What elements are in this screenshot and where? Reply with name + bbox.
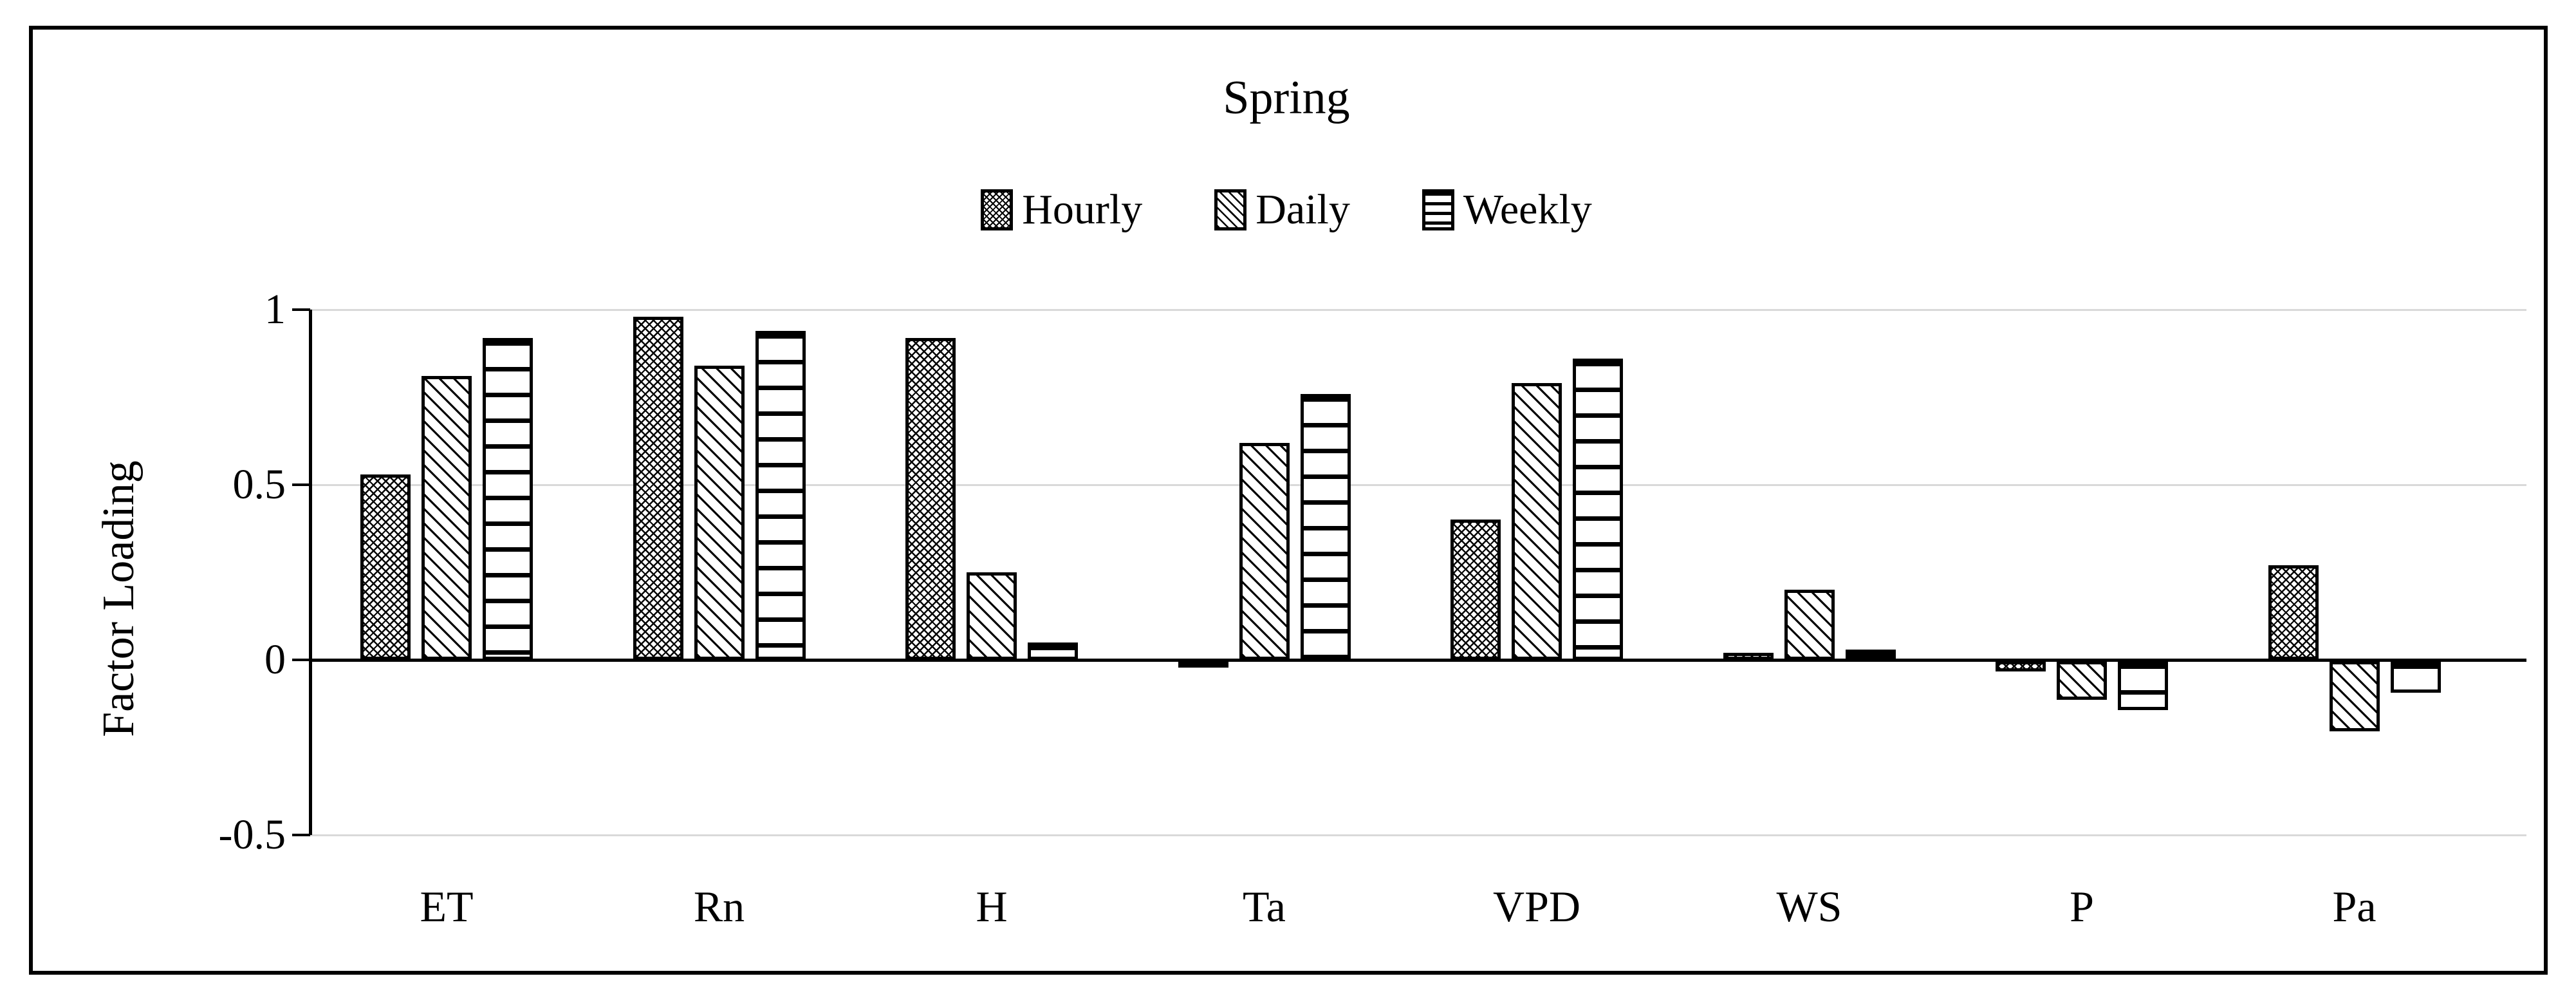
legend-swatch-horizontal-icon (1422, 189, 1454, 230)
bar-daily-ws (1784, 590, 1835, 660)
bar-weekly-h (1028, 642, 1078, 660)
legend-swatch-crosshatch-icon (981, 189, 1014, 230)
legend-label: Weekly (1463, 186, 1592, 233)
legend-item-daily: Daily (1214, 185, 1350, 234)
bar-daily-pa (2329, 661, 2380, 731)
x-category-label: Ta (1243, 882, 1286, 931)
gridline (310, 309, 2526, 311)
bar-weekly-pa (2390, 661, 2441, 693)
chart-title: Spring (1223, 71, 1350, 124)
x-category-label: VPD (1492, 882, 1581, 931)
bar-daily-h (967, 572, 1017, 660)
y-tick-label: -0.5 (218, 811, 286, 858)
bar-daily-ta (1239, 442, 1290, 660)
bar-weekly-rn (755, 330, 806, 660)
bar-weekly-et (483, 337, 533, 660)
y-tick-label: 0.5 (232, 461, 286, 508)
bar-daily-vpd (1512, 383, 1562, 660)
legend-swatch-diagonal-icon (1214, 189, 1247, 230)
legend: Hourly Daily Weekly (29, 185, 2544, 234)
y-tick-mark (292, 834, 310, 836)
x-category-label: WS (1776, 882, 1842, 931)
bar-daily-et (422, 376, 472, 660)
bar-hourly-rn (633, 316, 683, 660)
gridline (310, 484, 2526, 486)
y-axis-line (309, 310, 312, 835)
gridline (310, 834, 2526, 836)
bar-hourly-h (905, 337, 956, 660)
y-tick-mark (292, 659, 310, 661)
bar-daily-rn (694, 366, 745, 660)
x-category-label: Rn (693, 882, 745, 931)
y-tick-label: 1 (264, 286, 286, 333)
bar-hourly-ws (1723, 653, 1774, 660)
x-category-label: ET (420, 882, 474, 931)
legend-item-weekly: Weekly (1422, 185, 1592, 234)
y-tick-label: 0 (264, 636, 286, 683)
x-category-label: H (976, 882, 1008, 931)
bar-hourly-et (360, 474, 411, 660)
bar-hourly-pa (2268, 565, 2319, 660)
bar-weekly-vpd (1573, 359, 1623, 660)
bar-hourly-p (1996, 661, 2046, 672)
bar-weekly-ta (1300, 393, 1351, 660)
legend-label: Hourly (1022, 186, 1143, 233)
bar-weekly-ws (1845, 649, 1896, 660)
bar-hourly-ta (1178, 661, 1228, 668)
y-tick-mark (292, 308, 310, 311)
y-tick-mark (292, 483, 310, 486)
bar-hourly-vpd (1450, 520, 1501, 660)
bar-daily-p (2057, 661, 2107, 700)
legend-label: Daily (1256, 186, 1350, 233)
bar-weekly-p (2118, 661, 2168, 711)
x-category-label: Pa (2332, 882, 2377, 931)
legend-item-hourly: Hourly (981, 185, 1142, 234)
x-category-label: P (2070, 882, 2094, 931)
x-axis-line (310, 659, 2526, 662)
